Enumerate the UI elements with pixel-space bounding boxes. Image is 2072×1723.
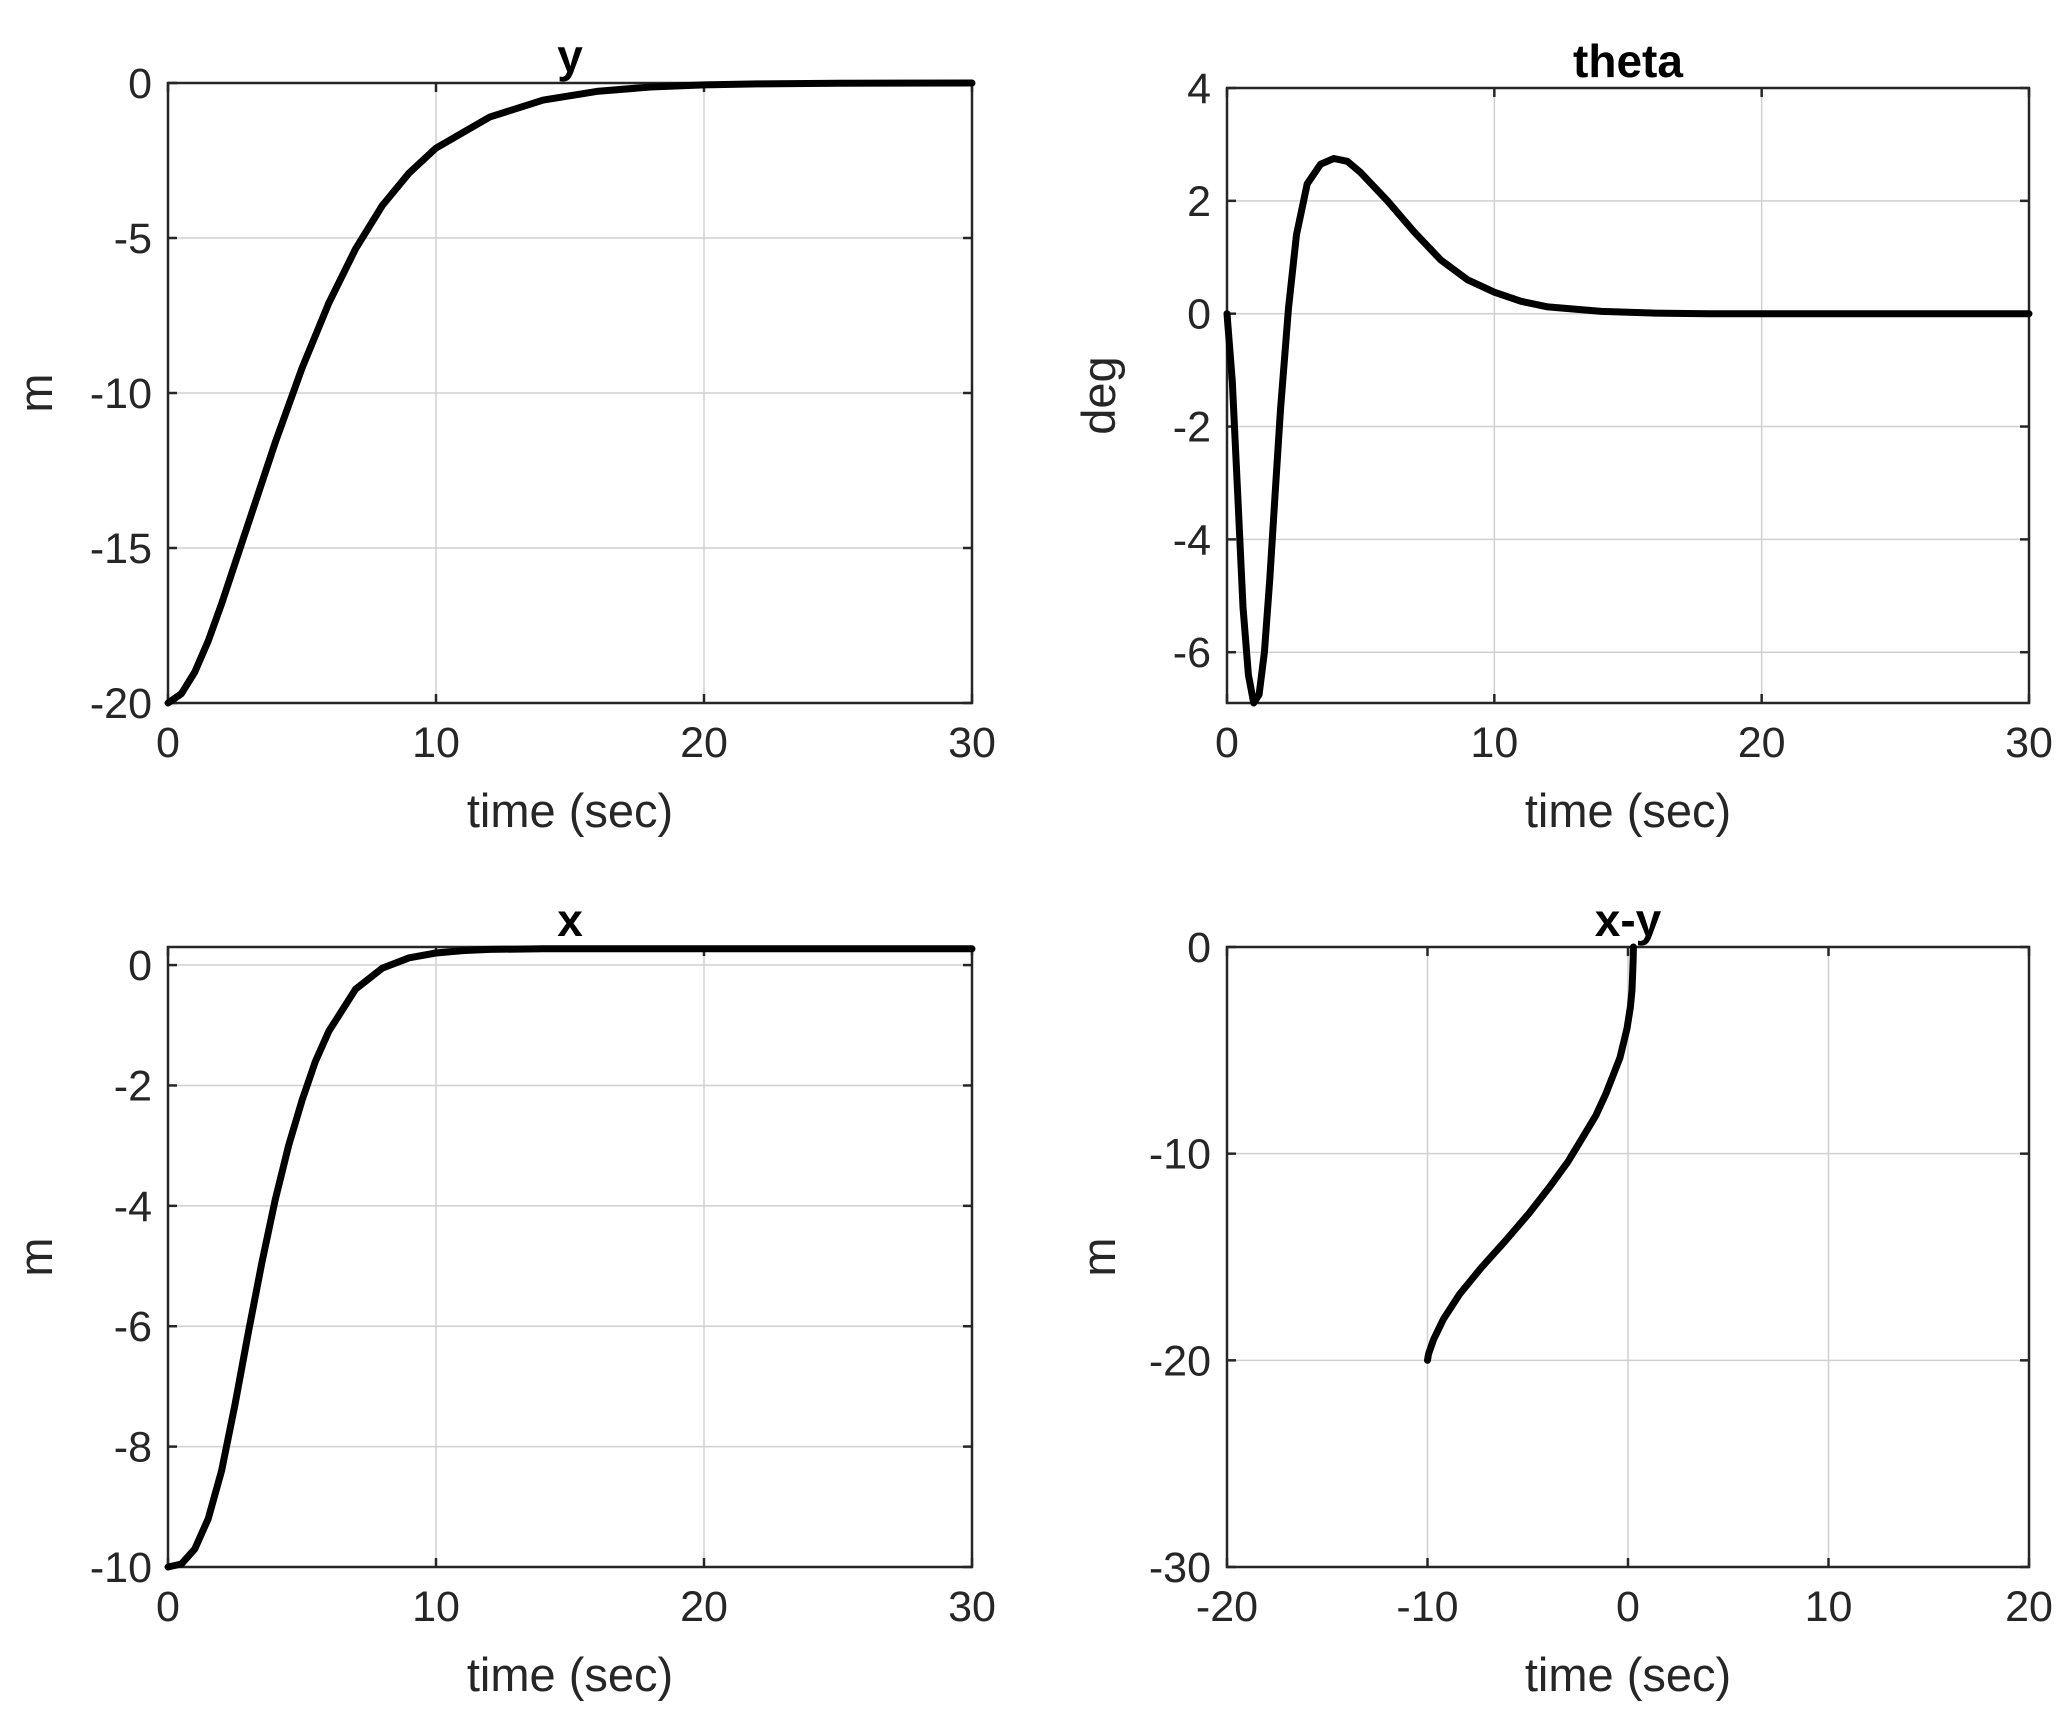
axes-box <box>1225 86 2031 705</box>
y-tick-label: -6 <box>114 1303 152 1351</box>
x-tick-label: 30 <box>948 719 996 767</box>
chart-title: x-y <box>1595 894 1662 946</box>
y-tick-label: -30 <box>1149 1544 1211 1592</box>
x-tick-label: -20 <box>1196 1583 1258 1631</box>
y-tick-label: -4 <box>1173 516 1211 564</box>
series-line-theta <box>1223 155 2033 707</box>
y-tick-label: 0 <box>128 60 152 108</box>
y-axis-label: m <box>9 373 62 412</box>
x-tick-label: 20 <box>680 719 728 767</box>
axes-box <box>166 945 974 1569</box>
y-tick-label: -10 <box>90 370 152 418</box>
y-axis-label: m <box>9 1237 62 1276</box>
y-tick-label: 0 <box>1187 924 1211 972</box>
series-line-y <box>164 79 976 707</box>
y-tick-label: 4 <box>1187 65 1211 113</box>
x-tick-label: 10 <box>412 719 460 767</box>
y-tick-label: -6 <box>1173 629 1211 677</box>
x-tick-label: 0 <box>156 719 180 767</box>
x-tick-label: 20 <box>2005 1583 2053 1631</box>
x-axis-label: time (sec) <box>1525 1648 1731 1701</box>
y-tick-label: 0 <box>128 942 152 990</box>
y-tick-label: 0 <box>1187 291 1211 339</box>
x-tick-label: 0 <box>156 1583 180 1631</box>
x-tick-label: 10 <box>1805 1583 1853 1631</box>
subplot-y: 0 10 20 30 0 -5 -10 -15 -20 y time (sec) m <box>9 30 996 837</box>
x-tick-label: -10 <box>1396 1583 1458 1631</box>
x-tick-label: 0 <box>1616 1583 1640 1631</box>
y-tick-label: -20 <box>1149 1337 1211 1385</box>
x-tick-label: 10 <box>1470 719 1518 767</box>
chart-title: y <box>557 30 583 82</box>
x-tick-label: 30 <box>2005 719 2053 767</box>
y-axis-label: m <box>1072 1237 1125 1276</box>
y-tick-label: -15 <box>90 525 152 573</box>
y-axis-label: deg <box>1072 356 1125 434</box>
y-tick-label: -2 <box>1173 404 1211 452</box>
x-axis-label: time (sec) <box>1525 784 1731 837</box>
x-tick-label: 0 <box>1215 719 1239 767</box>
y-tick-label: -10 <box>1149 1131 1211 1179</box>
y-tick-label: -8 <box>114 1424 152 1472</box>
chart-title: theta <box>1573 35 1683 87</box>
x-axis-label: time (sec) <box>467 784 673 837</box>
y-tick-label: -2 <box>114 1062 152 1110</box>
y-tick-label: -5 <box>114 215 152 263</box>
y-tick-label: -20 <box>90 680 152 728</box>
series-line-x <box>164 945 976 1571</box>
chart-title: x <box>557 894 583 946</box>
subplot-x: 0 10 20 30 0 -2 -4 -6 -8 -10 x time (sec) m <box>9 894 996 1701</box>
x-tick-label: 20 <box>1738 719 1786 767</box>
y-tick-label: -4 <box>114 1183 152 1231</box>
x-tick-label: 30 <box>948 1583 996 1631</box>
x-tick-label: 20 <box>680 1583 728 1631</box>
x-tick-label: 10 <box>412 1583 460 1631</box>
x-axis-label: time (sec) <box>467 1648 673 1701</box>
series-line-xy <box>1424 943 1637 1364</box>
y-tick-label: 2 <box>1187 178 1211 226</box>
y-tick-label: -10 <box>90 1544 152 1592</box>
